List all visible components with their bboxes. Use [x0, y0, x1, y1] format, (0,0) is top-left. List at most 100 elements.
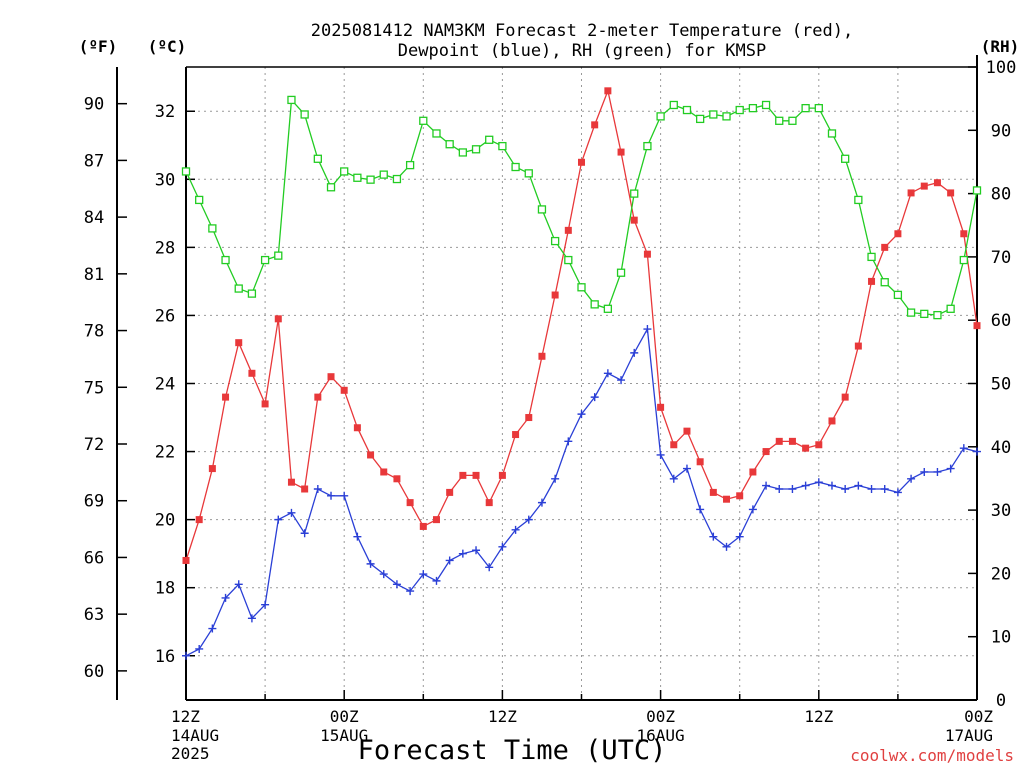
temperature-point	[723, 495, 731, 503]
dewpoint-point	[946, 464, 955, 473]
temperature-point	[960, 230, 968, 238]
rh-unit-label: (RH)	[981, 37, 1020, 56]
dewpoint-point	[485, 563, 494, 572]
rh-tick-label: 10	[991, 628, 1011, 648]
temperature-point	[973, 322, 981, 330]
fahrenheit-tick-label: 78	[84, 322, 104, 342]
celsius-unit-label: (ºC)	[148, 37, 187, 56]
dewpoint-point	[340, 491, 349, 500]
temperature-point	[485, 499, 493, 507]
temperature-point	[815, 441, 823, 449]
rh-point	[458, 148, 468, 157]
fahrenheit-tick-label: 66	[84, 548, 104, 568]
rh-point	[392, 174, 402, 184]
celsius-tick-label: 28	[155, 238, 175, 258]
fahrenheit-tick-label: 90	[84, 95, 104, 115]
dewpoint-point	[327, 491, 336, 500]
temperature-point	[261, 400, 269, 408]
temperature-point	[380, 468, 388, 476]
temperature-point	[696, 458, 704, 466]
fahrenheit-tick-label: 81	[84, 265, 104, 285]
rh-point	[867, 252, 876, 262]
rh-point	[498, 141, 507, 151]
temperature-point	[683, 427, 691, 435]
temperature-point	[920, 182, 928, 190]
x-tick-label-date: 17AUG	[945, 726, 993, 745]
rh-point	[696, 114, 705, 124]
temperature-point	[248, 369, 256, 377]
dewpoint-point	[353, 532, 362, 541]
temperature-point	[868, 277, 876, 285]
rh-tick-label: 20	[991, 564, 1011, 584]
rh-point	[260, 255, 270, 265]
dewpoint-point	[472, 546, 481, 555]
rh-point	[788, 116, 797, 125]
temperature-point	[406, 499, 414, 507]
rh-tick-label: 100	[986, 58, 1017, 78]
dewpoint-point	[656, 450, 665, 459]
temperature-point	[617, 148, 625, 156]
dewpoint-point	[458, 549, 467, 558]
rh-point	[906, 308, 916, 317]
x-tick-label-time: 00Z	[330, 707, 359, 726]
temperature-point	[459, 471, 467, 479]
dewpoint-point	[893, 488, 902, 497]
temperature-point	[933, 179, 941, 187]
temperature-point	[854, 342, 862, 350]
temperature-point	[419, 522, 427, 530]
fahrenheit-tick-label: 75	[84, 378, 104, 398]
dewpoint-point	[973, 447, 981, 456]
temperature-point	[551, 291, 559, 299]
temperature-point	[538, 352, 546, 360]
temperature-point	[235, 339, 243, 347]
temperature-point	[736, 492, 744, 500]
temperature-point	[472, 471, 480, 479]
temperature-point	[657, 403, 665, 411]
temperature-point	[564, 226, 572, 234]
dewpoint-point	[630, 348, 639, 357]
temperature-point	[670, 441, 678, 449]
rh-point	[181, 167, 191, 176]
celsius-tick-label: 30	[155, 170, 175, 190]
temperature-point	[512, 431, 520, 439]
dewpoint-point	[287, 508, 296, 517]
rh-point	[405, 160, 415, 170]
rh-point	[577, 283, 586, 292]
temperature-point	[643, 250, 651, 258]
temperature-point	[630, 216, 638, 224]
rh-point	[643, 141, 652, 151]
rh-point	[537, 205, 547, 214]
temperature-point	[604, 87, 612, 95]
temperature-point	[802, 444, 810, 452]
dewpoint-point	[762, 481, 771, 490]
rh-point	[854, 195, 863, 205]
rh-point	[340, 167, 349, 176]
chart-title-line1: 2025081412 NAM3KM Forecast 2-meter Tempe…	[311, 21, 853, 41]
rh-point	[682, 105, 692, 115]
celsius-tick-label: 32	[155, 102, 175, 122]
x-tick-label-date: 16AUG	[637, 726, 685, 745]
rh-point	[485, 135, 494, 144]
temperature-point	[393, 475, 401, 483]
temperature-point	[208, 465, 216, 473]
rh-point	[827, 129, 837, 138]
temperature-point	[762, 448, 770, 456]
temperature-point	[498, 471, 506, 479]
dewpoint-point	[643, 325, 652, 334]
rh-point	[313, 154, 322, 163]
rh-point	[247, 289, 257, 298]
dewpoint-point	[419, 570, 428, 579]
dewpoint-point	[722, 542, 731, 551]
temperature-point	[894, 230, 902, 238]
dewpoint-point	[221, 593, 230, 602]
x-tick-label-time: 00Z	[964, 707, 993, 726]
dewpoint-point	[682, 464, 691, 473]
temperature-point	[828, 417, 836, 425]
rh-point	[471, 145, 481, 154]
rh-point	[946, 304, 955, 313]
temperature-point	[274, 315, 282, 323]
dewpoint-point	[617, 376, 626, 385]
dewpoint-point	[841, 485, 850, 493]
fahrenheit-tick-label: 87	[84, 151, 104, 171]
